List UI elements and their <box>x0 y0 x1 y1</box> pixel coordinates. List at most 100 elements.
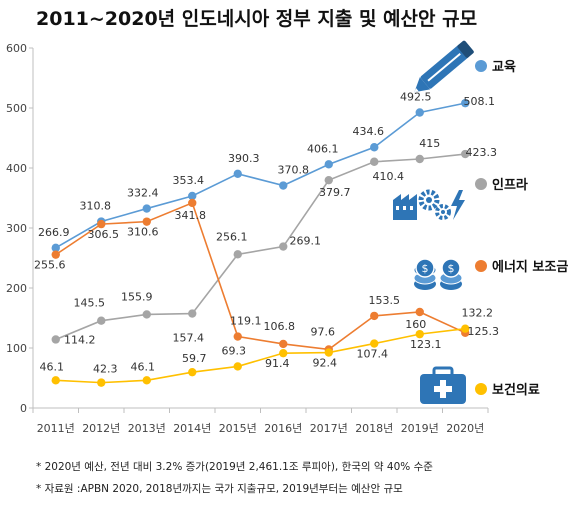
pencil-icon <box>414 40 474 93</box>
data-point <box>370 339 379 348</box>
data-point <box>370 143 379 152</box>
data-point <box>324 175 333 185</box>
legend-marker <box>475 260 487 272</box>
x-tick-label: 2017년 <box>310 422 348 435</box>
data-label: 69.3 <box>222 344 247 357</box>
data-label: 155.9 <box>121 290 153 303</box>
data-label: 266.9 <box>38 226 70 239</box>
data-point <box>233 332 242 341</box>
data-label: 353.4 <box>173 174 205 187</box>
data-label: 145.5 <box>74 297 106 310</box>
data-point <box>461 98 470 108</box>
data-point <box>142 310 151 319</box>
x-tick-label: 2020년 <box>446 422 484 435</box>
data-label: 153.5 <box>369 294 401 307</box>
x-tick-label: 2012년 <box>82 422 120 435</box>
series-line-1 <box>55 153 466 341</box>
data-label: 370.8 <box>278 164 310 177</box>
data-point <box>415 329 424 339</box>
data-label: 92.4 <box>313 357 338 370</box>
x-tick-label: 2015년 <box>219 422 257 435</box>
data-point <box>415 108 424 117</box>
y-tick-label: 200 <box>6 282 27 295</box>
medical-kit-icon <box>420 366 466 404</box>
footnote-source: * 자료원 :APBN 2020, 2018년까지는 국가 지출규모, 2019… <box>36 483 403 495</box>
data-point <box>370 157 379 166</box>
data-label: 332.4 <box>127 187 159 200</box>
data-label: 157.4 <box>173 332 205 345</box>
data-label: 46.1 <box>40 360 65 373</box>
data-point <box>279 242 288 251</box>
svg-text:$: $ <box>448 262 455 275</box>
footnote-budget: * 2020년 예산, 전년 대비 3.2% 증가(2019년 2,461.1조… <box>36 461 433 473</box>
chart-axes: 0 100 200 300 400 500 600 2011년 2012년 2013년 2014년 2… <box>6 42 489 435</box>
data-point <box>461 149 470 159</box>
data-point <box>415 154 424 164</box>
data-point <box>97 316 106 325</box>
data-point <box>233 362 242 371</box>
data-label: 306.5 <box>88 228 120 241</box>
data-point <box>233 169 242 179</box>
legend-label: 교육 <box>492 59 516 75</box>
data-point <box>188 191 197 201</box>
legend-label: 보건의료 <box>492 382 540 398</box>
data-point <box>415 307 424 317</box>
series-lines <box>55 102 466 384</box>
data-point <box>142 376 151 385</box>
data-point <box>324 160 333 169</box>
y-tick-label: 500 <box>6 102 27 115</box>
data-label: 132.2 <box>462 307 494 320</box>
data-label: 97.6 <box>311 325 336 338</box>
data-point <box>142 217 151 226</box>
data-label: 423.3 <box>466 146 498 159</box>
x-tick-label: 2019년 <box>401 422 439 435</box>
data-point <box>51 335 60 344</box>
data-label: 310.8 <box>80 200 112 213</box>
data-label: 91.4 <box>265 357 290 370</box>
legend-marker <box>475 60 487 72</box>
data-point <box>51 376 60 385</box>
data-label: 415 <box>419 137 440 150</box>
x-tick-label: 2011년 <box>37 422 75 435</box>
data-point <box>51 243 60 253</box>
series-line-0 <box>55 102 466 249</box>
legend-marker <box>475 383 487 395</box>
data-point <box>279 348 288 358</box>
data-label: 114.2 <box>64 333 96 346</box>
x-tick-label: 2016년 <box>264 422 302 435</box>
data-label: 46.1 <box>131 360 156 373</box>
svg-text:$: $ <box>422 262 429 275</box>
data-label: 434.6 <box>353 125 385 138</box>
data-label: 125.3 <box>468 325 500 338</box>
y-tick-label: 100 <box>6 342 27 355</box>
data-label: 42.3 <box>93 363 118 376</box>
y-tick-label: 600 <box>6 42 27 55</box>
data-labels: 266.9 310.8 332.4 353.4 390.3 370.8 406.1 434.6… <box>34 91 499 376</box>
series-line-2 <box>55 201 466 351</box>
data-point <box>188 367 197 377</box>
data-point <box>51 250 60 259</box>
data-label: 492.5 <box>400 91 432 104</box>
data-label: 107.4 <box>357 348 389 361</box>
data-label: 269.1 <box>290 235 322 248</box>
data-label: 508.1 <box>464 95 496 108</box>
data-label: 123.1 <box>410 338 442 351</box>
data-label: 406.1 <box>307 142 339 155</box>
data-point <box>279 181 288 190</box>
x-tick-label: 2013년 <box>128 422 166 435</box>
data-label: 160 <box>405 318 426 331</box>
x-tick-label: 2014년 <box>173 422 211 435</box>
data-label: 59.7 <box>182 352 207 365</box>
series-line-3 <box>55 327 466 384</box>
data-point <box>97 219 106 229</box>
data-point <box>279 339 288 349</box>
legend-marker <box>475 178 487 190</box>
legend-label: 에너지 보조금 <box>492 259 568 275</box>
series-points <box>51 98 470 387</box>
data-point <box>142 204 151 213</box>
x-tick-label: 2018년 <box>355 422 393 435</box>
data-point <box>188 309 197 318</box>
factory-gears-icon <box>393 189 465 220</box>
legend-label: 인프라 <box>492 177 528 193</box>
